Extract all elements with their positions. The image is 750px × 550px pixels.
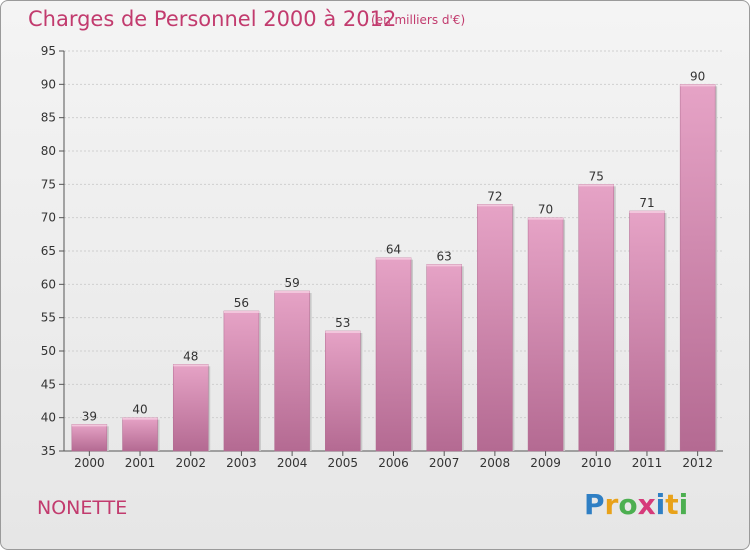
x-tick-label: 2000 xyxy=(74,456,105,470)
data-label: 70 xyxy=(538,203,553,217)
bar-highlight xyxy=(71,424,107,427)
bar xyxy=(477,204,513,452)
bar-highlight xyxy=(477,204,513,207)
bar-highlight xyxy=(528,217,564,220)
bar-highlight xyxy=(274,291,310,293)
x-tick-label: 2009 xyxy=(530,456,561,470)
x-tick-label: 2003 xyxy=(226,456,257,470)
bar xyxy=(629,210,665,452)
data-label: 64 xyxy=(386,243,401,257)
bar-highlight xyxy=(629,211,665,213)
labels: 35 40 45 50 55 60 65 70 75 80 85 90 95 2000 39 2001 40 20… xyxy=(41,44,713,470)
bar-highlight xyxy=(173,364,209,367)
x-tick-label: 2007 xyxy=(429,456,460,470)
bar-highlight xyxy=(578,184,614,187)
bar xyxy=(578,184,615,452)
x-tick-label: 2006 xyxy=(378,456,409,470)
y-tick-label: 50 xyxy=(41,344,56,358)
logo-letter: P xyxy=(584,488,605,521)
data-label: 53 xyxy=(335,316,350,330)
x-tick-label: 2005 xyxy=(328,456,359,470)
proxiti-logo: Proxiti xyxy=(584,488,688,521)
data-label: 71 xyxy=(639,196,654,210)
bars xyxy=(71,84,718,452)
bar xyxy=(426,264,462,452)
x-tick-label: 2012 xyxy=(682,456,713,470)
logo-letter: t xyxy=(665,488,679,521)
x-tick-label: 2004 xyxy=(277,456,308,470)
y-tick-label: 60 xyxy=(41,277,56,291)
bar xyxy=(274,290,310,452)
bar-highlight xyxy=(122,417,158,420)
y-tick-label: 45 xyxy=(41,377,56,391)
data-label: 90 xyxy=(690,69,705,83)
x-tick-label: 2008 xyxy=(480,456,511,470)
bar xyxy=(71,424,108,452)
logo-letter: r xyxy=(604,488,619,521)
bar xyxy=(527,217,564,452)
x-tick-label: 2002 xyxy=(175,456,206,470)
y-tick-label: 80 xyxy=(41,144,56,158)
logo-letter: i xyxy=(655,488,666,521)
bar xyxy=(122,417,158,452)
data-label: 39 xyxy=(82,409,97,423)
data-label: 59 xyxy=(284,276,299,290)
bar-highlight xyxy=(680,84,716,87)
y-tick-label: 90 xyxy=(41,77,56,91)
bar xyxy=(679,84,716,452)
bar xyxy=(223,310,260,452)
y-tick-label: 40 xyxy=(41,411,56,425)
logo-letter: x xyxy=(637,488,656,521)
y-tick-label: 95 xyxy=(41,44,56,58)
y-tick-label: 70 xyxy=(41,211,56,225)
bar-highlight xyxy=(325,331,361,333)
x-tick-label: 2010 xyxy=(581,456,612,470)
y-tick-label: 85 xyxy=(41,111,56,125)
chart-subtitle: (en milliers d'€) xyxy=(371,13,466,27)
data-label: 48 xyxy=(183,349,198,363)
y-tick-label: 55 xyxy=(41,311,56,325)
logo-letter: i xyxy=(678,488,689,521)
bar xyxy=(172,364,209,452)
data-label: 56 xyxy=(234,296,249,310)
bar xyxy=(325,330,361,452)
data-label: 72 xyxy=(487,189,502,203)
x-tick-label: 2011 xyxy=(632,456,663,470)
data-label: 75 xyxy=(589,169,604,183)
y-tick-label: 75 xyxy=(41,177,56,191)
logo-letter: o xyxy=(618,488,638,521)
x-tick-label: 2001 xyxy=(125,456,156,470)
bar-highlight xyxy=(376,257,411,260)
bar xyxy=(375,257,412,452)
y-tick-label: 35 xyxy=(41,444,56,458)
bar-highlight xyxy=(223,311,259,313)
data-label: 63 xyxy=(437,249,452,263)
y-tick-label: 65 xyxy=(41,244,56,258)
bar-highlight xyxy=(426,264,462,267)
commune-name: NONETTE xyxy=(37,497,128,519)
chart-title: Charges de Personnel 2000 à 2012 xyxy=(28,7,397,31)
data-label: 40 xyxy=(132,403,147,417)
